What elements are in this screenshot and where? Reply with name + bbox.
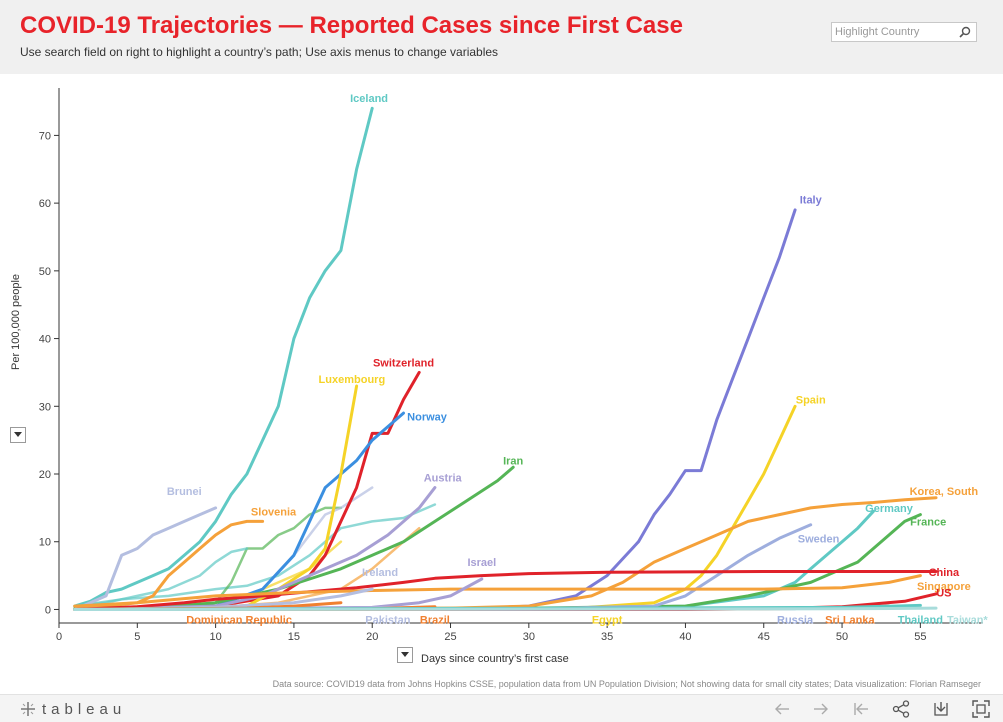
series-label: Germany xyxy=(865,503,914,515)
series-label: Russia xyxy=(777,615,814,627)
page-subtitle: Use search field on right to highlight a… xyxy=(20,45,499,59)
series-label: Iceland xyxy=(350,93,388,105)
series-line-singapore xyxy=(73,574,922,608)
x-tick-label: 50 xyxy=(836,631,848,643)
series-line-unlabeled xyxy=(73,506,343,611)
page-title: COVID-19 Trajectories — Reported Cases s… xyxy=(20,12,683,39)
series-label: US xyxy=(936,588,951,600)
series-line-iceland xyxy=(73,106,374,608)
data-source-note: Data source: COVID19 data from Johns Hop… xyxy=(272,679,981,689)
fullscreen-icon[interactable] xyxy=(971,699,991,719)
series-label: Brunei xyxy=(167,486,202,498)
search-icon[interactable] xyxy=(958,25,972,39)
x-axis-dropdown[interactable] xyxy=(397,647,413,663)
series-label: France xyxy=(910,516,946,528)
tableau-logo[interactable]: tableau xyxy=(20,701,126,718)
series-label: Korea, South xyxy=(910,486,979,498)
series-label: Ireland xyxy=(362,567,398,579)
x-tick-label: 55 xyxy=(914,631,926,643)
y-axis-title: Per 100,000 people xyxy=(10,273,22,370)
dashboard-header: COVID-19 Trajectories — Reported Cases s… xyxy=(0,0,1003,74)
share-icon[interactable] xyxy=(891,699,911,719)
plus-grid-icon xyxy=(21,702,35,716)
y-tick-label: 50 xyxy=(39,266,51,278)
series-line-iran xyxy=(73,465,515,611)
y-tick-label: 60 xyxy=(39,198,51,210)
series-label: Dominican Republic xyxy=(186,615,292,627)
series-label: Norway xyxy=(407,411,448,423)
series-label: Italy xyxy=(800,195,823,207)
series-label: Taiwan* xyxy=(947,615,988,627)
dropdown-arrow-icon xyxy=(401,652,409,657)
series-label: Singapore xyxy=(917,581,971,593)
series-label: Spain xyxy=(796,395,826,407)
series-line-italy xyxy=(73,208,797,611)
series-line-slovenia xyxy=(73,519,265,611)
tableau-wordmark: tableau xyxy=(42,701,127,718)
x-tick-label: 20 xyxy=(366,631,378,643)
series-label: Pakistan xyxy=(365,615,411,627)
series-line-korea-south xyxy=(73,496,938,611)
series-label: Thailand xyxy=(898,615,943,627)
x-axis-title: Days since country’s first case xyxy=(421,653,569,665)
tableau-toolbar: tableau xyxy=(0,694,1003,722)
x-tick-label: 5 xyxy=(134,631,140,643)
y-tick-label: 70 xyxy=(39,130,51,142)
redo-icon[interactable] xyxy=(811,699,831,719)
dropdown-arrow-icon xyxy=(14,432,22,437)
series-label: Iran xyxy=(503,455,523,467)
x-tick-label: 35 xyxy=(601,631,613,643)
undo-icon[interactable] xyxy=(772,699,792,719)
line-chart: 0 10 20 30 40 50 60 70 0 5 10 15 20 25 30 35 40 45 50 55 Ice… xyxy=(39,88,988,643)
search-input[interactable] xyxy=(835,25,955,39)
y-axis-dropdown[interactable] xyxy=(10,427,26,443)
y-tick-label: 30 xyxy=(39,401,51,413)
download-icon[interactable] xyxy=(931,699,951,719)
series-line-taiwan- xyxy=(73,606,938,611)
series-line-brunei xyxy=(73,506,218,611)
y-tick-label: 0 xyxy=(45,604,51,616)
series-line-china xyxy=(73,570,938,611)
x-tick-label: 15 xyxy=(288,631,300,643)
x-tick-label: 10 xyxy=(209,631,221,643)
series-line-unlabeled xyxy=(73,547,249,608)
series-label: Brazil xyxy=(420,615,450,627)
series-line-austria xyxy=(73,486,437,611)
y-tick-label: 10 xyxy=(39,537,51,549)
series-label: China xyxy=(929,567,960,579)
series-label: Luxembourg xyxy=(319,374,386,386)
series-label: Sweden xyxy=(798,533,840,545)
x-tick-label: 0 xyxy=(56,631,62,643)
series-label: Israel xyxy=(467,557,496,569)
series-label: Sri Lanka xyxy=(825,615,875,627)
series-label: Switzerland xyxy=(373,357,434,369)
series-label: Slovenia xyxy=(251,506,297,518)
y-tick-label: 40 xyxy=(39,334,51,346)
x-tick-label: 40 xyxy=(679,631,691,643)
revert-icon[interactable] xyxy=(851,699,871,719)
series-label: Austria xyxy=(424,472,463,484)
highlight-country-search[interactable] xyxy=(831,22,977,42)
series-label: Egypt xyxy=(592,615,623,627)
x-tick-label: 30 xyxy=(523,631,535,643)
y-tick-label: 20 xyxy=(39,469,51,481)
series-line-france xyxy=(73,513,922,611)
x-tick-label: 45 xyxy=(758,631,770,643)
x-tick-label: 25 xyxy=(444,631,456,643)
